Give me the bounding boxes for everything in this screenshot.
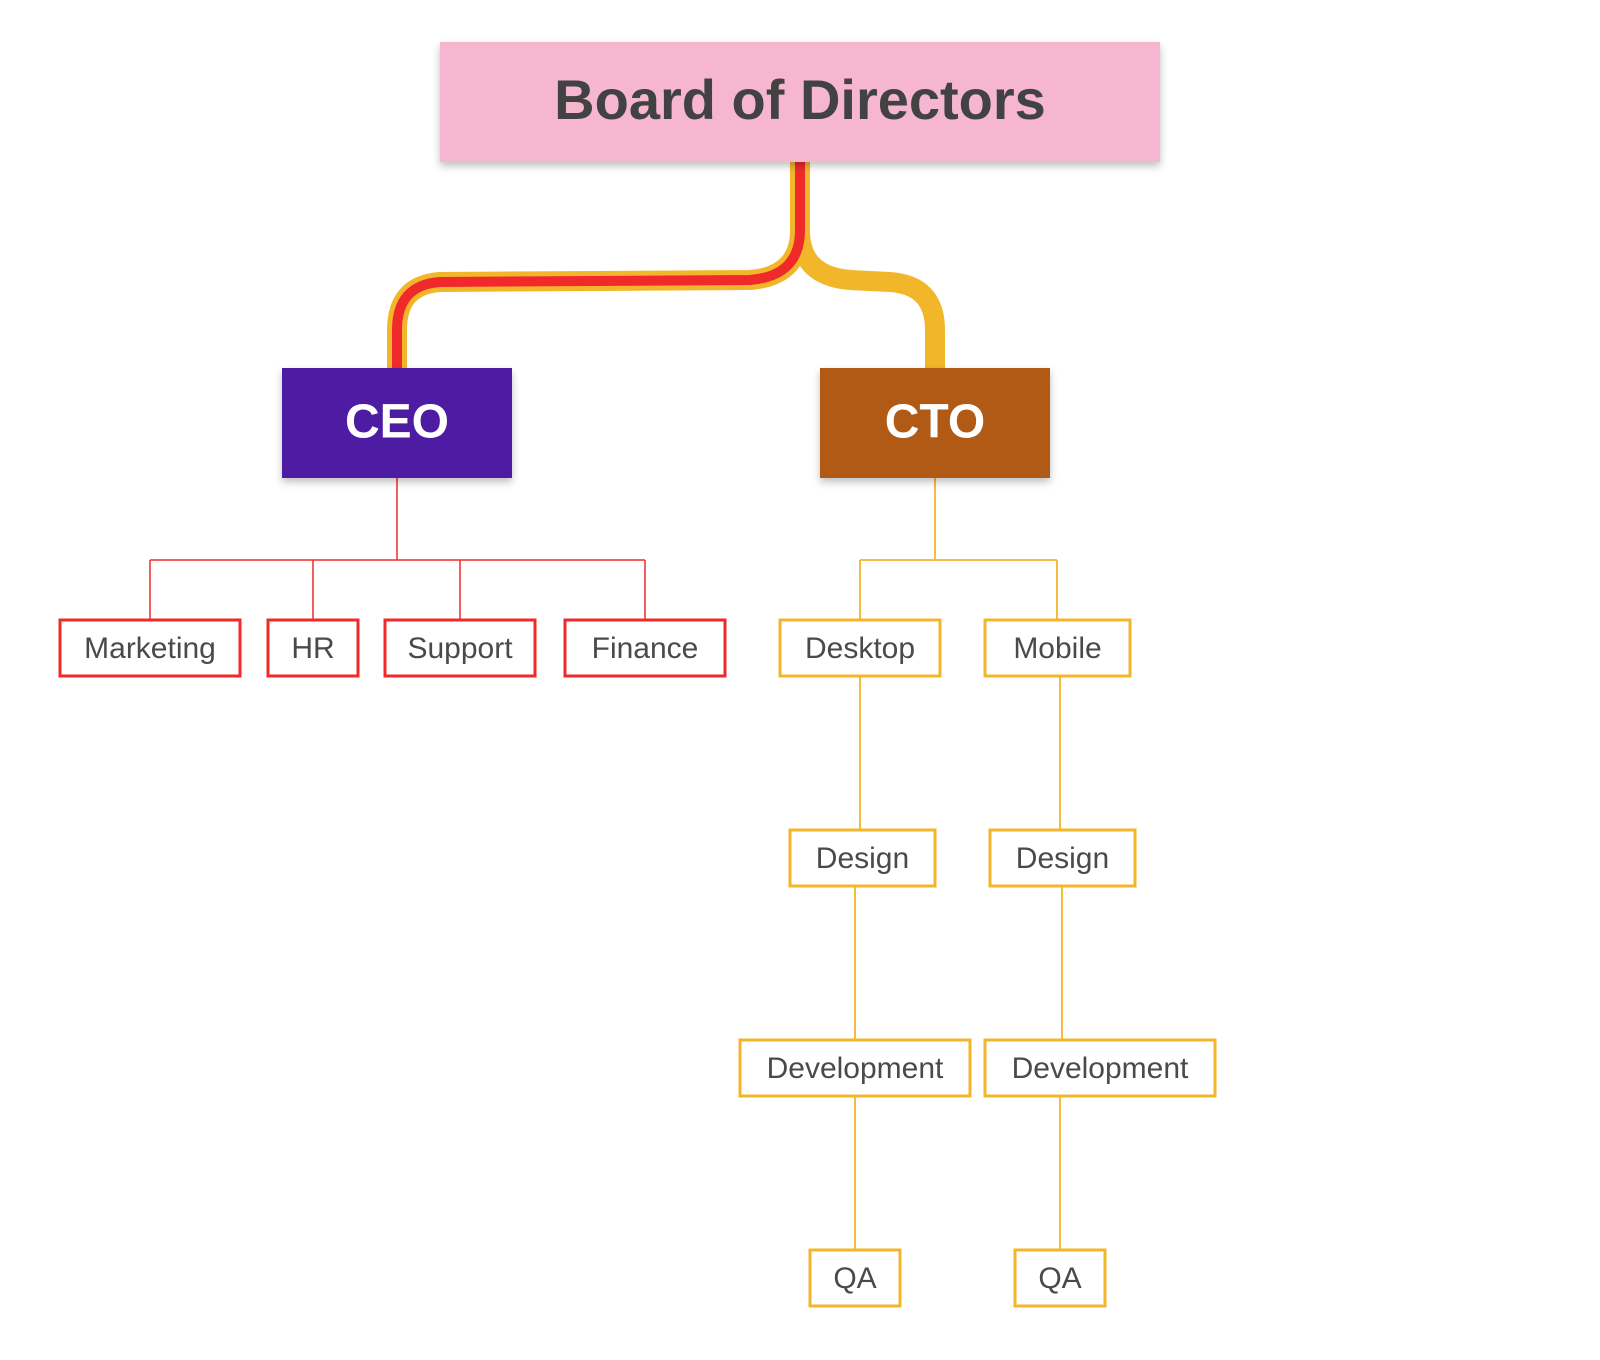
node-hr-label: HR <box>291 632 334 665</box>
node-desktop_qa-label: QA <box>833 1262 876 1295</box>
org-chart: Board of Directors CEO CTO Marketing HR Suppo… <box>0 0 1600 1360</box>
connector-board-ceo-inner <box>397 162 800 368</box>
connector-board-ceo-outer <box>397 162 800 368</box>
node-desktop_qa: QA <box>810 1250 900 1306</box>
node-cto-label: CTO <box>885 396 985 449</box>
node-desktop: Desktop <box>780 620 940 676</box>
node-desktop-label: Desktop <box>805 632 915 665</box>
node-mobile_dev-label: Development <box>1012 1052 1189 1085</box>
node-finance-label: Finance <box>592 632 699 665</box>
node-ceo-label: CEO <box>345 396 449 449</box>
node-mobile-label: Mobile <box>1013 632 1101 665</box>
node-hr: HR <box>268 620 358 676</box>
node-marketing-label: Marketing <box>84 632 216 665</box>
node-board-label: Board of Directors <box>554 68 1046 131</box>
node-desktop_design: Design <box>790 830 935 886</box>
node-mobile_qa: QA <box>1015 1250 1105 1306</box>
node-board: Board of Directors <box>440 42 1160 162</box>
node-mobile_dev: Development <box>985 1040 1215 1096</box>
connector-board-cto <box>800 162 935 368</box>
node-marketing: Marketing <box>60 620 240 676</box>
nodes-layer: Board of Directors CEO CTO Marketing HR Suppo… <box>60 42 1215 1306</box>
node-support-label: Support <box>407 632 513 665</box>
node-mobile: Mobile <box>985 620 1130 676</box>
node-desktop_dev-label: Development <box>767 1052 944 1085</box>
node-support: Support <box>385 620 535 676</box>
node-mobile_design-label: Design <box>1016 842 1109 875</box>
node-ceo: CEO <box>282 368 512 478</box>
node-desktop_design-label: Design <box>816 842 909 875</box>
node-mobile_design: Design <box>990 830 1135 886</box>
node-mobile_qa-label: QA <box>1038 1262 1081 1295</box>
node-desktop_dev: Development <box>740 1040 970 1096</box>
node-finance: Finance <box>565 620 725 676</box>
node-cto: CTO <box>820 368 1050 478</box>
